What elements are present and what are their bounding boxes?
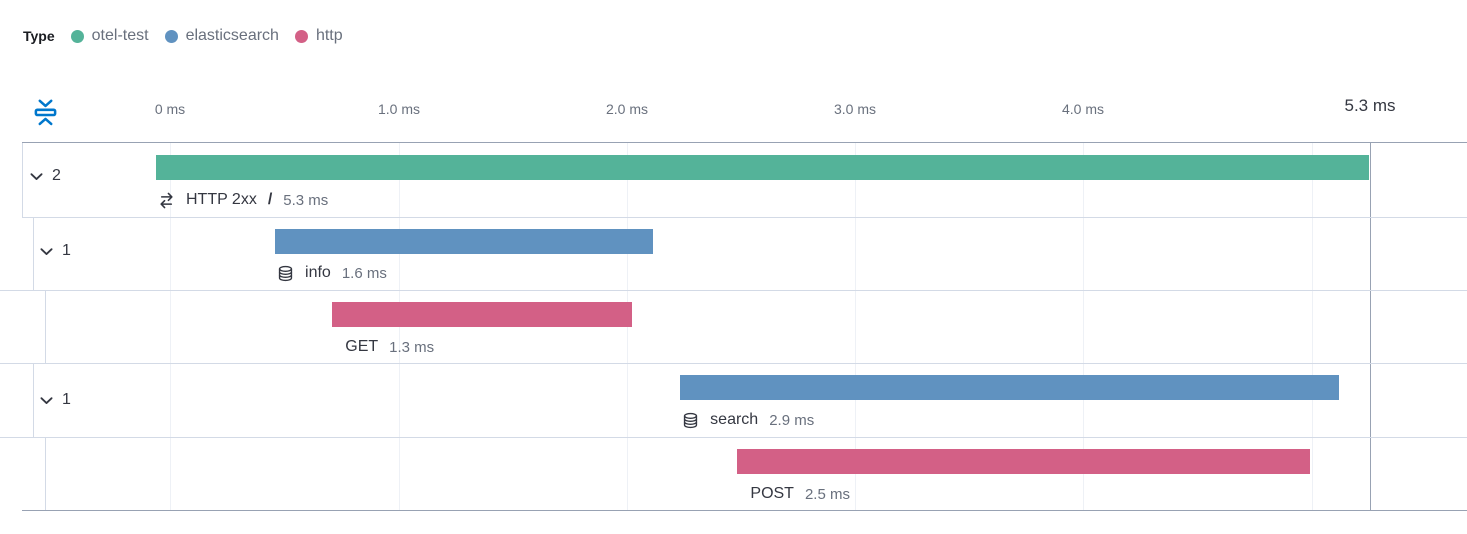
grid-line [1083,143,1084,510]
waterfall-label-info: info 1.6 ms [277,261,387,285]
indent-guide [22,143,23,217]
grid-line [855,143,856,510]
type-legend: Type otel-test elasticsearch http [23,27,343,45]
span-name: search [710,411,759,428]
waterfall-bar-search[interactable] [680,375,1340,400]
accordion-toggle-info[interactable]: 1 [38,242,71,260]
indent-guide [33,364,34,437]
waterfall-label-post: POST 2.5 ms [739,482,850,506]
span-duration: 2.9 ms [769,411,815,429]
row-separator [0,290,1467,291]
span-name: info [305,264,331,281]
legend-item-elasticsearch: elasticsearch [164,27,279,45]
legend-dot-http [294,29,308,43]
accordion-toggle-transaction[interactable]: 2 [28,167,61,185]
waterfall-label-transaction: HTTP 2xx / 5.3 ms [158,188,328,212]
legend-dot-elasticsearch [164,29,178,43]
grid-line [170,143,171,510]
timeline-axis-tick: 1.0 ms [377,101,421,117]
fold-accordions-button[interactable] [30,97,60,127]
indent-guide [45,438,46,510]
child-count: 1 [62,242,71,259]
span-duration: 5.3 ms [283,191,329,209]
chevron-down-icon [30,172,43,180]
timeline-axis-tick: 2.0 ms [605,101,649,117]
waterfall-bar-info[interactable] [275,229,653,254]
fold-icon [34,99,56,125]
total-duration-label: 5.3 ms [1344,96,1396,115]
legend-item-otel-test: otel-test [70,27,149,45]
legend-label: otel-test [91,27,149,44]
waterfall-bottom-border [22,510,1467,511]
legend-label: http [315,27,343,44]
waterfall-label-search: search 2.9 ms [682,408,814,432]
child-count: 2 [52,167,61,184]
transaction-icon [160,192,173,208]
duration-cursor-line [1370,143,1371,510]
legend-item-http: http [294,27,343,45]
indent-guide [45,291,46,363]
timeline-axis-tick: 0 ms [154,101,186,117]
span-duration: 1.3 ms [389,338,435,356]
waterfall-bar-transaction[interactable] [156,155,1370,180]
span-name: POST [750,485,794,502]
result-separator: / [267,191,273,208]
span-name: HTTP 2xx [186,191,257,208]
legend-title: Type [23,28,55,44]
row-separator [22,217,1467,218]
span-duration: 1.6 ms [341,264,387,282]
timeline-axis-tick: 3.0 ms [833,101,877,117]
waterfall-bar-post[interactable] [737,449,1310,474]
indent-guide [33,218,34,290]
span-duration: 2.5 ms [804,485,850,503]
database-icon [278,265,293,281]
chevron-down-icon [40,247,53,255]
timeline-axis-tick: 4.0 ms [1061,101,1105,117]
database-icon [684,412,698,428]
span-name: GET [345,338,379,355]
row-separator [0,437,1467,438]
grid-line [1312,143,1313,510]
child-count: 1 [62,391,71,408]
accordion-toggle-search[interactable]: 1 [38,391,71,409]
legend-label: elasticsearch [185,27,279,44]
waterfall-label-get: GET 1.3 ms [334,335,434,359]
waterfall-bar-get[interactable] [332,302,633,327]
axis-baseline [22,142,1467,143]
row-separator [0,363,1467,364]
legend-dot-otel-test [70,29,84,43]
chevron-down-icon [40,396,53,404]
